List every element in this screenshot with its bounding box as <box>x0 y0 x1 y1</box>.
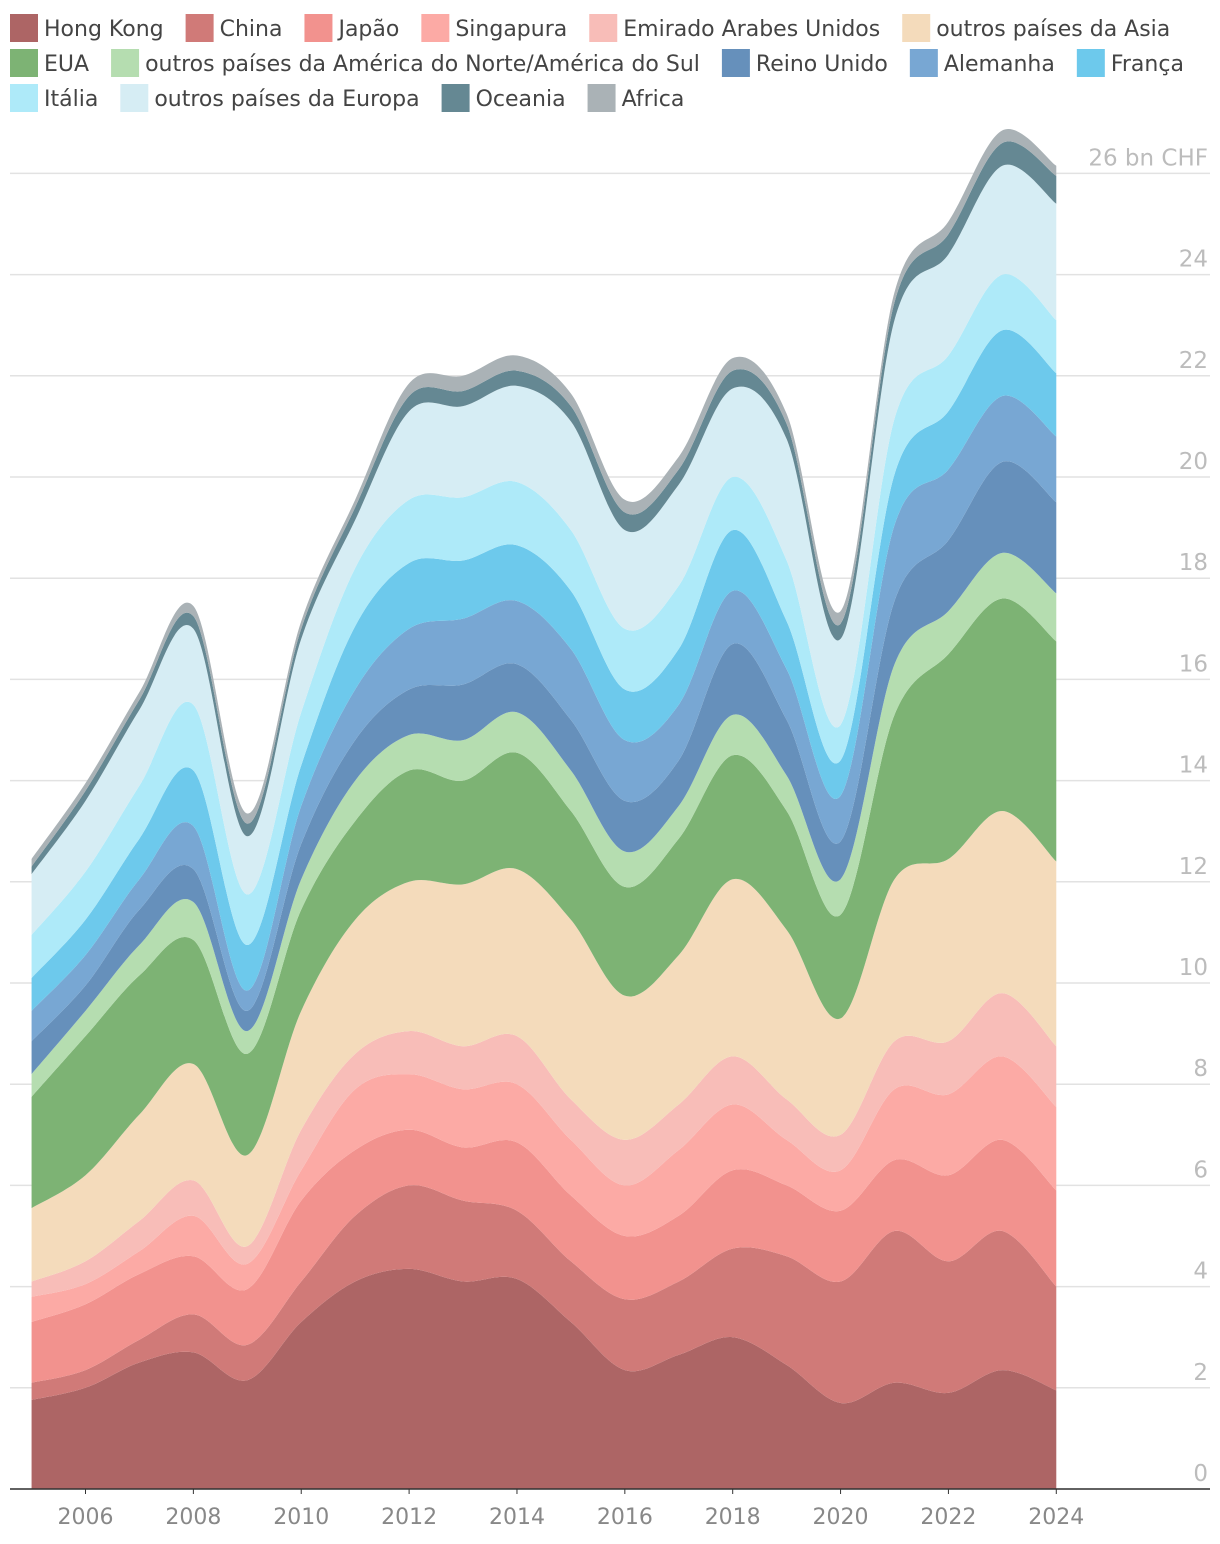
area <box>31 810 1057 1282</box>
legend-label: Japão <box>336 17 399 42</box>
legend-item: outros países da Asia <box>902 14 1170 42</box>
area <box>31 1129 1057 1383</box>
legend-label: Reino Unido <box>756 52 888 77</box>
area <box>31 395 1057 1042</box>
area <box>31 993 1057 1297</box>
legend-item: Africa <box>587 84 685 112</box>
legend-swatch <box>111 49 140 77</box>
y-tick-label: 24 <box>1179 247 1208 273</box>
x-tick-label: 2016 <box>597 1505 653 1530</box>
y-tick-label: 16 <box>1179 651 1208 677</box>
y-tick-label: 26 bn CHF <box>1088 145 1208 171</box>
legend-swatch <box>587 84 616 112</box>
legend-label: China <box>220 17 283 42</box>
legend-swatch <box>721 49 750 77</box>
x-tick-label: 2006 <box>58 1505 114 1530</box>
y-tick-label: 20 <box>1179 449 1208 475</box>
y-tick-label: 2 <box>1193 1360 1208 1386</box>
legend-item: Singapura <box>421 14 567 42</box>
legend-swatch <box>441 84 470 112</box>
area <box>31 552 1057 1097</box>
legend-swatch <box>902 14 931 42</box>
y-tick-label: 6 <box>1193 1157 1208 1183</box>
legend-label: Alemanha <box>944 52 1055 77</box>
x-tick-label: 2010 <box>273 1505 329 1530</box>
legend-item: Itália <box>10 84 98 112</box>
legend-item: França <box>1076 49 1184 77</box>
area <box>31 141 1057 875</box>
legend-item: Japão <box>304 14 399 42</box>
legend-swatch <box>421 14 450 42</box>
area <box>31 274 1057 978</box>
x-tick-label: 2018 <box>705 1505 761 1530</box>
legend-item: Oceania <box>441 84 566 112</box>
legend-label: Hong Kong <box>44 17 164 42</box>
area <box>31 329 1057 1011</box>
legend-label: Singapura <box>455 17 567 42</box>
legend-swatch <box>10 14 38 42</box>
legend-item: Emirado Arabes Unidos <box>589 14 880 42</box>
legend: Hong Kong China Japão Singapura Emirado Arab… <box>10 14 1184 112</box>
y-tick-label: 18 <box>1179 550 1208 576</box>
legend-label: outros países da Asia <box>936 17 1170 42</box>
legend-item: China <box>185 14 283 42</box>
y-tick-label: 8 <box>1193 1056 1208 1082</box>
x-tick-label: 2020 <box>813 1505 869 1530</box>
area <box>31 1056 1057 1323</box>
x-tick-label: 2014 <box>489 1505 545 1530</box>
legend-swatch <box>1076 49 1105 77</box>
area <box>31 164 1057 935</box>
legend-swatch <box>10 49 38 77</box>
legend-label: outros países da América do Norte/Améric… <box>145 52 700 77</box>
legend-swatch <box>589 14 618 42</box>
legend-item: outros países da América do Norte/Améric… <box>111 49 700 77</box>
legend-swatch <box>120 84 149 112</box>
legend-swatch <box>10 84 38 112</box>
legend-item: EUA <box>10 49 89 77</box>
y-tick-label: 14 <box>1179 753 1208 779</box>
legend-swatch <box>909 49 938 77</box>
legend-label: Oceania <box>476 87 566 112</box>
area <box>31 1185 1057 1404</box>
y-tick-label: 12 <box>1179 854 1208 880</box>
areas <box>31 128 1057 1489</box>
x-tick-label: 2022 <box>920 1505 976 1530</box>
legend-item: Reino Unido <box>721 49 888 77</box>
y-tick-label: 4 <box>1193 1259 1208 1285</box>
legend-swatch <box>304 14 333 42</box>
legend-label: Itália <box>44 87 98 112</box>
area <box>31 598 1057 1209</box>
legend-label: EUA <box>44 52 89 77</box>
legend-item: Hong Kong <box>10 14 164 42</box>
x-tick-label: 2024 <box>1028 1505 1084 1530</box>
legend-label: Africa <box>622 87 685 112</box>
x-tick-label: 2008 <box>165 1505 221 1530</box>
legend-label: outros países da Europa <box>154 87 419 112</box>
area <box>31 1268 1057 1489</box>
x-tick-label: 2012 <box>381 1505 437 1530</box>
y-tick-label: 22 <box>1179 348 1208 374</box>
legend-item: outros países da Europa <box>120 84 420 112</box>
legend-item: Alemanha <box>909 49 1055 77</box>
y-tick-label: 10 <box>1179 955 1208 981</box>
legend-label: Emirado Arabes Unidos <box>623 17 880 42</box>
legend-swatch <box>185 14 214 42</box>
legend-label: França <box>1111 52 1184 77</box>
y-tick-label: 0 <box>1193 1461 1208 1487</box>
